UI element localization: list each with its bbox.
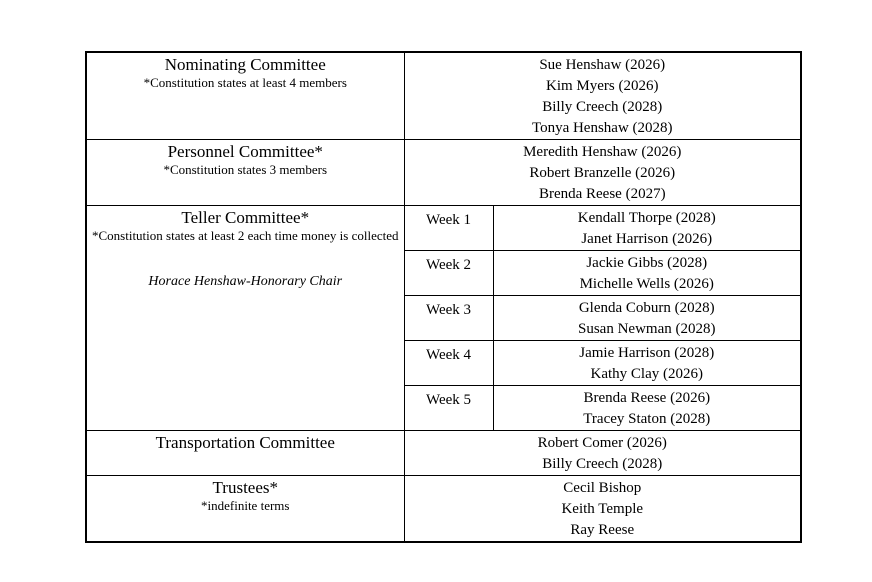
member-name: Glenda Coburn (2028) [578,300,715,316]
member-name: Tonya Henshaw (2028) [531,120,673,136]
honorary-chair: Horace Henshaw-Honorary Chair [148,274,343,289]
committee-title: Transportation Committee [155,433,335,452]
committee-title: Nominating Committee [164,55,326,74]
member-name: Robert Branzelle (2026) [529,165,676,181]
table-row-teller-week3: Week 3 Glenda Coburn (2028) Susan Newman… [86,295,802,341]
week-label: Week 5 [425,392,472,408]
member-name: Ray Reese [570,522,635,538]
table-row-teller-week2: Week 2 Jackie Gibbs (2028) Michelle Well… [86,250,802,296]
members-cell-personnel: Meredith Henshaw (2026) Robert Branzelle… [403,139,802,206]
committee-cell-trustees: Trustees* *indefinite terms [85,475,405,543]
table-row-nominating: Nominating Committee *Constitution state… [85,51,802,140]
members-cell-week1: Kendall Thorpe (2028) Janet Harrison (20… [492,205,802,251]
member-name: Kathy Clay (2026) [590,366,703,382]
member-name: Cecil Bishop [563,480,642,496]
committee-note: *Constitution states at least 4 members [143,75,347,90]
table-row-transportation: Transportation Committee Robert Comer (2… [85,430,802,476]
member-name: Michelle Wells (2026) [579,276,714,292]
committee-title: Personnel Committee* [167,142,323,161]
week-cell: Week 3 [403,295,494,341]
member-name: Tracey Staton (2028) [583,411,711,427]
table-row-trustees: Trustees* *indefinite terms Cecil Bishop… [85,475,802,543]
members-cell-week2: Jackie Gibbs (2028) Michelle Wells (2026… [492,250,802,296]
members-cell-week5: Brenda Reese (2026) Tracey Staton (2028) [492,385,802,431]
committee-cell-teller: Teller Committee* *Constitution states a… [85,205,405,431]
committee-title: Trustees* [212,478,279,497]
week-cell: Week 5 [403,385,494,431]
member-name: Kim Myers (2026) [546,78,659,94]
member-name: Susan Newman (2028) [578,321,716,337]
committee-cell-personnel: Personnel Committee* *Constitution state… [85,139,405,206]
members-cell-nominating: Sue Henshaw (2026) Kim Myers (2026) Bill… [403,51,802,140]
table-row-personnel: Personnel Committee* *Constitution state… [85,139,802,206]
table-row-teller-week4: Week 4 Jamie Harrison (2028) Kathy Clay … [86,340,802,386]
member-name: Brenda Reese (2026) [583,390,711,406]
members-cell-trustees: Cecil Bishop Keith Temple Ray Reese [403,475,802,543]
committee-note: *Constitution states at least 2 each tim… [91,228,399,243]
committee-cell-transportation: Transportation Committee [85,430,405,476]
week-label: Week 1 [425,212,472,228]
members-cell-week4: Jamie Harrison (2028) Kathy Clay (2026) [492,340,802,386]
member-name: Billy Creech (2028) [542,456,663,472]
week-cell: Week 1 [403,205,494,251]
week-label: Week 4 [425,347,472,363]
member-name: Jamie Harrison (2028) [579,345,715,361]
member-name: Janet Harrison (2026) [581,231,713,247]
member-name: Robert Comer (2026) [537,435,667,451]
week-cell: Week 4 [403,340,494,386]
members-cell-transportation: Robert Comer (2026) Billy Creech (2028) [403,430,802,476]
table-row-teller-week5: Week 5 Brenda Reese (2026) Tracey Staton… [86,385,802,431]
table-row-teller-week1: Teller Committee* *Constitution states a… [85,205,802,431]
member-name: Brenda Reese (2027) [538,186,666,202]
committee-cell-nominating: Nominating Committee *Constitution state… [85,51,405,140]
member-name: Kendall Thorpe (2028) [577,210,716,226]
committee-title: Teller Committee* [181,208,310,227]
member-name: Jackie Gibbs (2028) [586,255,708,271]
member-name: Keith Temple [561,501,644,517]
member-name: Meredith Henshaw (2026) [523,144,682,160]
committee-note: *indefinite terms [201,498,290,513]
member-name: Sue Henshaw (2026) [539,57,666,73]
committee-note: *Constitution states 3 members [163,162,328,177]
week-label: Week 3 [425,302,472,318]
member-name: Billy Creech (2028) [542,99,663,115]
week-cell: Week 2 [403,250,494,296]
members-cell-week3: Glenda Coburn (2028) Susan Newman (2028) [492,295,802,341]
week-label: Week 2 [425,257,472,273]
committee-table: Nominating Committee *Constitution state… [85,51,802,543]
